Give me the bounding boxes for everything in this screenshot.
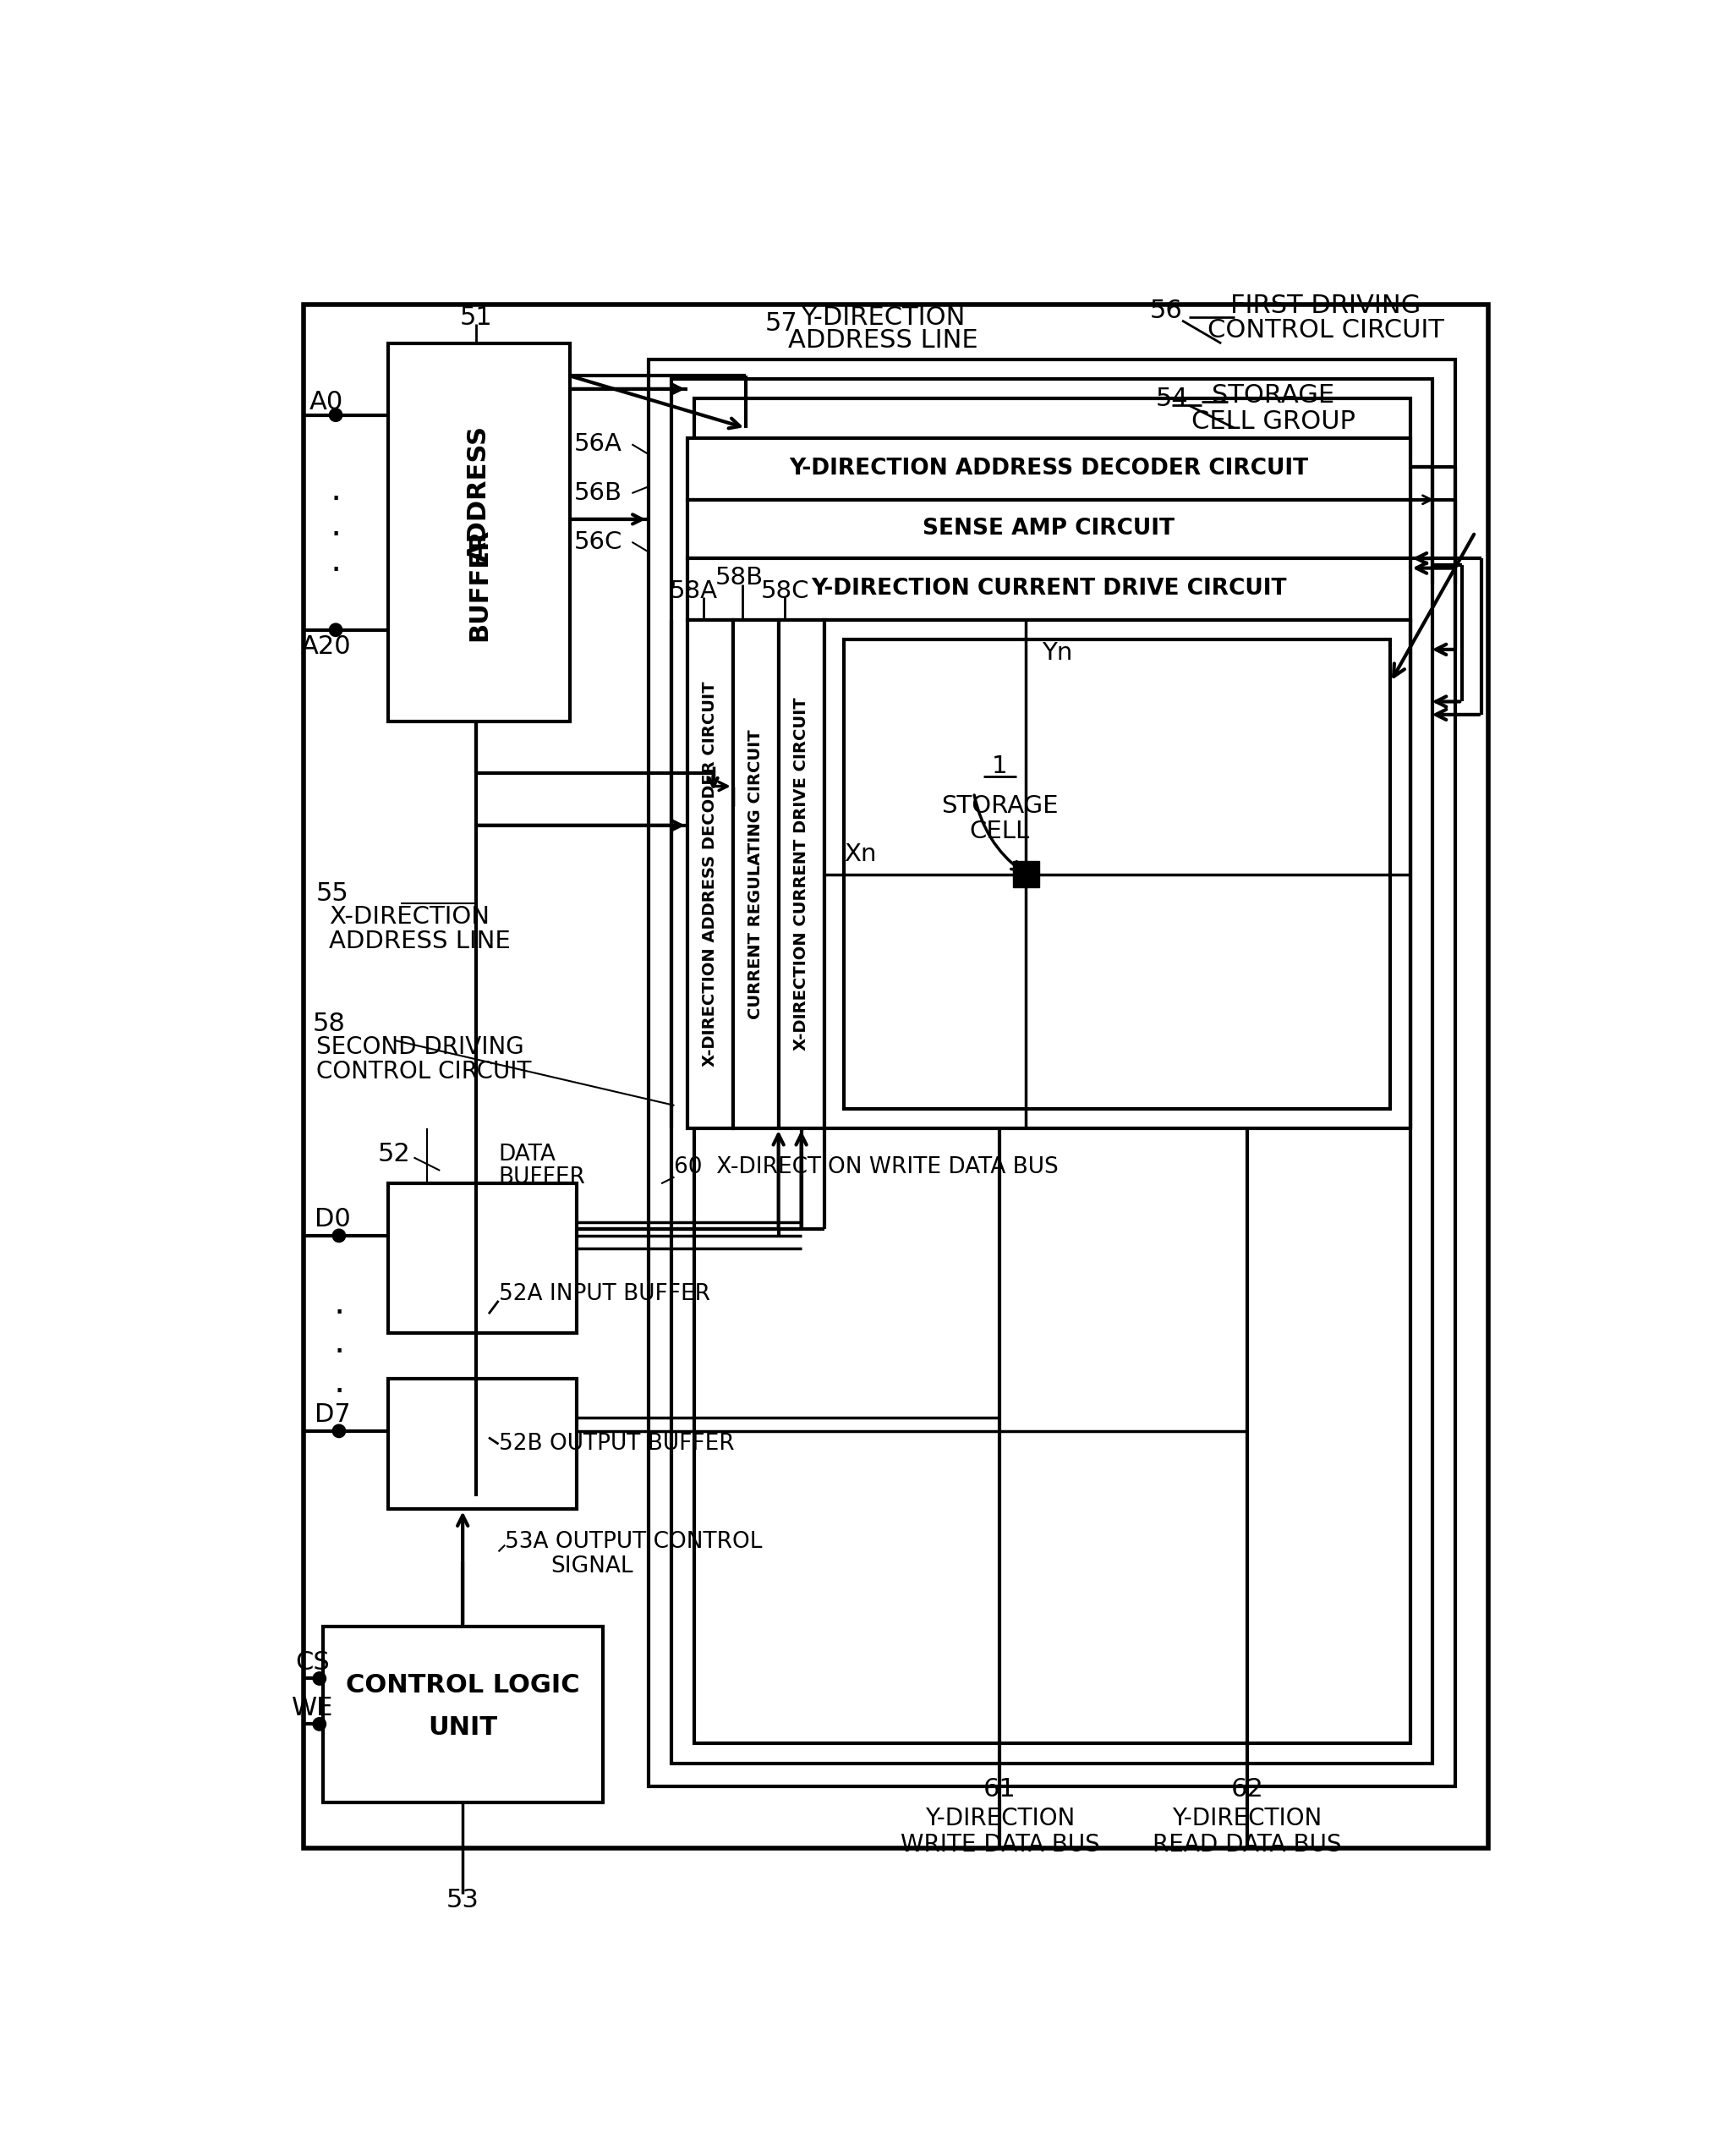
Circle shape [333, 1425, 346, 1438]
Text: WRITE DATA BUS: WRITE DATA BUS [900, 1833, 1099, 1856]
Text: X-DIRECTION ADDRESS DECODER CIRCUIT: X-DIRECTION ADDRESS DECODER CIRCUIT [703, 681, 718, 1067]
Text: ADDRESS LINE: ADDRESS LINE [788, 328, 977, 351]
Text: Y-DIRECTION: Y-DIRECTION [1172, 1807, 1321, 1830]
Text: ·: · [331, 483, 341, 517]
Text: ·: · [331, 554, 341, 589]
Text: CONTROL CIRCUIT: CONTROL CIRCUIT [1207, 319, 1443, 343]
Circle shape [333, 1229, 346, 1242]
Text: ·: · [331, 517, 341, 554]
Text: A20: A20 [300, 634, 351, 658]
Bar [687, 558, 1411, 621]
Text: 51: 51 [459, 304, 492, 330]
Text: 56B: 56B [574, 481, 622, 505]
Bar [303, 304, 1488, 1848]
Text: 53A OUTPUT CONTROL: 53A OUTPUT CONTROL [506, 1531, 763, 1552]
Text: 52A INPUT BUFFER: 52A INPUT BUFFER [499, 1283, 710, 1304]
Text: CELL: CELL [970, 819, 1030, 843]
Text: 58C: 58C [761, 580, 809, 604]
Text: UNIT: UNIT [428, 1716, 497, 1740]
Circle shape [329, 623, 343, 636]
Bar [734, 621, 778, 1128]
Text: SIGNAL: SIGNAL [550, 1554, 632, 1578]
Text: 58: 58 [312, 1011, 346, 1037]
Circle shape [314, 1673, 326, 1686]
Text: X-DIRECTION CURRENT DRIVE CIRCUIT: X-DIRECTION CURRENT DRIVE CIRCUIT [794, 699, 809, 1050]
Text: A0: A0 [309, 390, 343, 414]
Text: 54: 54 [1155, 386, 1190, 412]
Bar [687, 621, 734, 1128]
Text: SENSE AMP CIRCUIT: SENSE AMP CIRCUIT [922, 517, 1174, 539]
Text: 52B OUTPUT BUFFER: 52B OUTPUT BUFFER [499, 1434, 734, 1455]
Text: CURRENT REGULATING CIRCUIT: CURRENT REGULATING CIRCUIT [747, 729, 764, 1020]
Text: 60  X-DIRECTION WRITE DATA BUS: 60 X-DIRECTION WRITE DATA BUS [674, 1156, 1059, 1179]
Text: STORAGE: STORAGE [1212, 384, 1335, 407]
Bar [778, 621, 824, 1128]
Text: BUFFER: BUFFER [466, 528, 492, 640]
Circle shape [329, 407, 343, 423]
Bar [824, 621, 1411, 1128]
Text: CONTROL CIRCUIT: CONTROL CIRCUIT [315, 1061, 531, 1082]
Text: SECOND DRIVING: SECOND DRIVING [315, 1035, 524, 1059]
Text: D7: D7 [314, 1404, 351, 1427]
Bar [687, 438, 1411, 500]
Circle shape [314, 1718, 326, 1731]
Text: 61: 61 [984, 1777, 1016, 1802]
Bar [387, 1184, 576, 1332]
Text: 57: 57 [764, 313, 799, 336]
Text: ·: · [334, 1335, 345, 1371]
Text: ·: · [334, 1296, 345, 1332]
Bar [322, 1626, 603, 1802]
Text: DATA: DATA [499, 1143, 555, 1164]
Bar [1013, 860, 1039, 888]
Bar [672, 379, 1433, 1764]
Bar [387, 1380, 576, 1509]
Text: Y-DIRECTION: Y-DIRECTION [926, 1807, 1075, 1830]
Bar [694, 399, 1411, 1744]
Text: 1: 1 [992, 755, 1008, 778]
Text: FIRST DRIVING: FIRST DRIVING [1231, 293, 1421, 317]
Text: WE: WE [291, 1695, 334, 1720]
Text: Y-DIRECTION: Y-DIRECTION [800, 304, 965, 330]
Text: ·: · [334, 1373, 345, 1410]
Text: CELL GROUP: CELL GROUP [1191, 410, 1356, 433]
Text: 62: 62 [1231, 1777, 1263, 1802]
Bar [843, 640, 1390, 1108]
Text: CS: CS [297, 1649, 331, 1675]
Text: Yn: Yn [1042, 640, 1073, 664]
Bar [687, 500, 1411, 558]
Text: 58B: 58B [715, 567, 763, 591]
Text: BUFFER: BUFFER [499, 1166, 586, 1188]
Text: READ DATA BUS: READ DATA BUS [1154, 1833, 1342, 1856]
Text: 56C: 56C [574, 530, 622, 554]
Text: 56: 56 [1150, 298, 1183, 323]
Text: 58A: 58A [670, 580, 718, 604]
Text: Y-DIRECTION CURRENT DRIVE CIRCUIT: Y-DIRECTION CURRENT DRIVE CIRCUIT [811, 578, 1287, 599]
Text: 56A: 56A [574, 433, 622, 457]
Text: 53: 53 [446, 1889, 480, 1912]
Text: Y-DIRECTION ADDRESS DECODER CIRCUIT: Y-DIRECTION ADDRESS DECODER CIRCUIT [788, 457, 1308, 479]
Text: 52: 52 [377, 1143, 411, 1166]
Text: ADDRESS LINE: ADDRESS LINE [329, 929, 511, 953]
Text: 55: 55 [315, 882, 348, 906]
Text: STORAGE: STORAGE [941, 793, 1059, 817]
Text: CONTROL LOGIC: CONTROL LOGIC [346, 1673, 579, 1697]
Text: D0: D0 [314, 1207, 351, 1231]
Bar [648, 360, 1455, 1785]
Bar [387, 343, 571, 720]
Text: X-DIRECTION: X-DIRECTION [329, 906, 490, 929]
Text: Xn: Xn [843, 843, 876, 867]
Text: ADDRESS: ADDRESS [466, 425, 492, 561]
